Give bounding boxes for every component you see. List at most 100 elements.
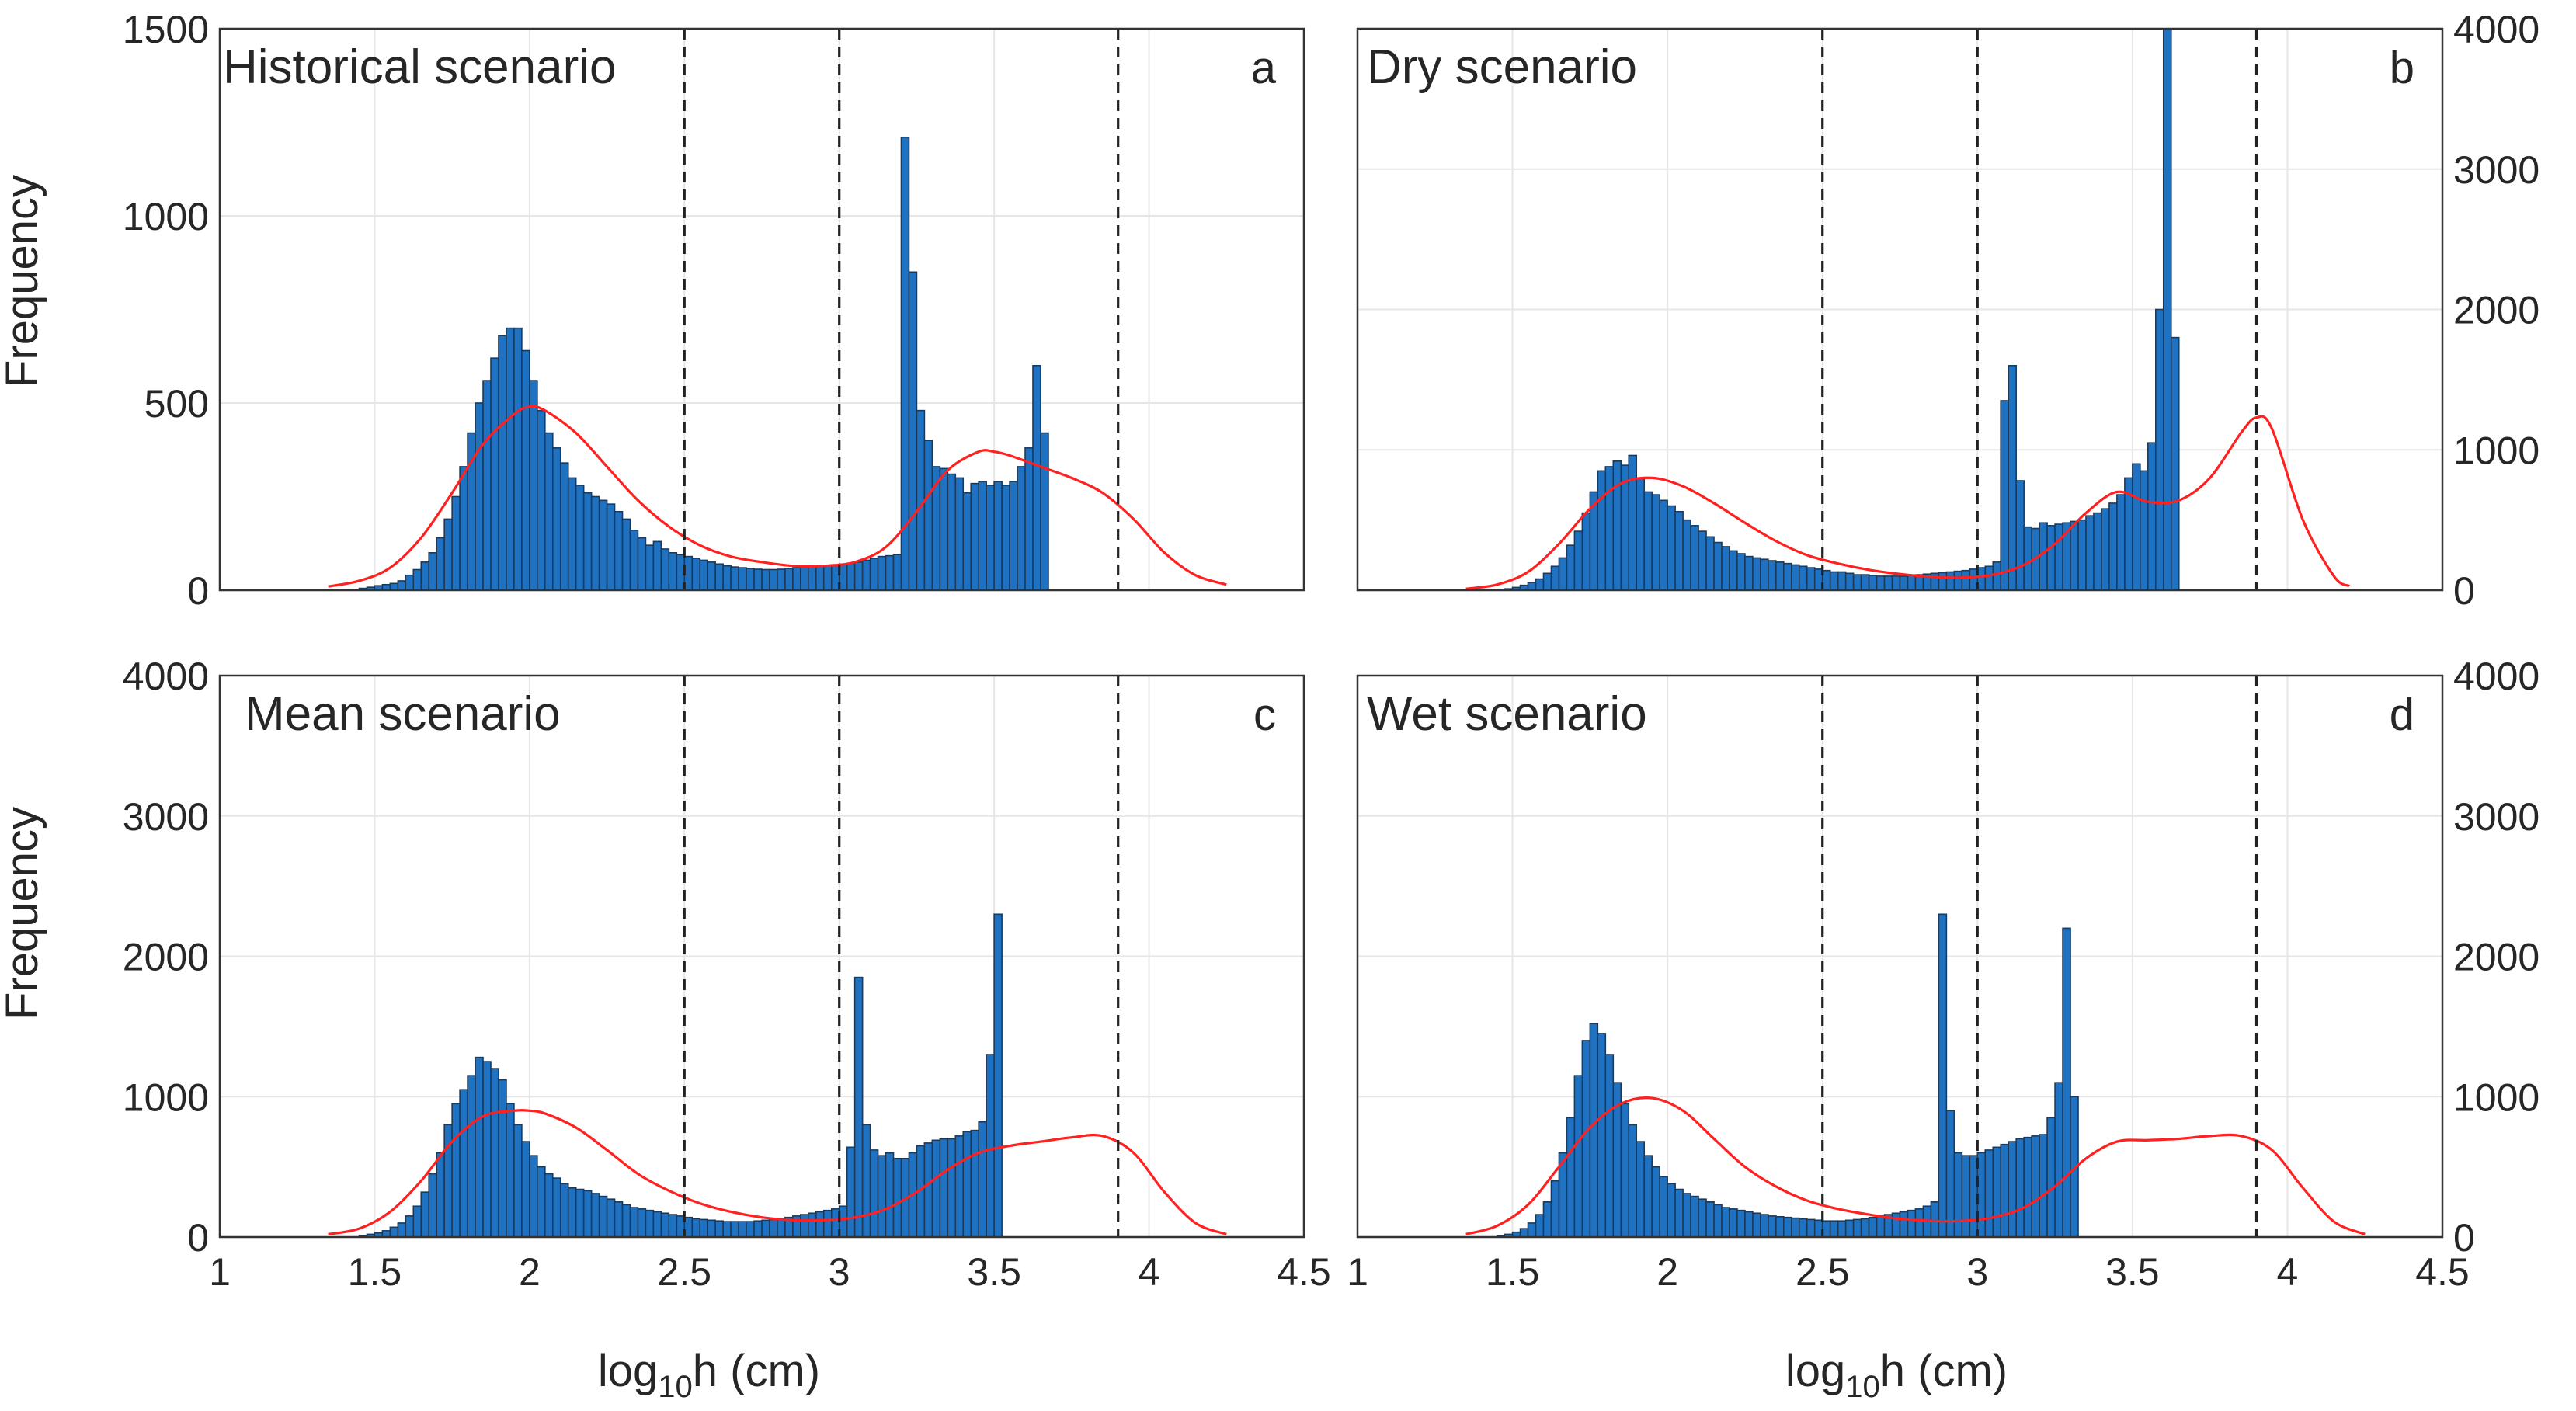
histogram-bar (1674, 510, 1684, 590)
histogram-bar (1868, 575, 1878, 590)
histogram-bar (769, 1218, 778, 1237)
histogram-bar (2093, 512, 2102, 590)
histogram-bar (2015, 1138, 2025, 1237)
histogram-bar (420, 1191, 430, 1237)
x-tick-label: 4.5 (1277, 1250, 1331, 1294)
histogram-bar (908, 271, 918, 590)
histogram-bar (606, 503, 616, 590)
histogram-bar (590, 1193, 600, 1237)
panel-letter: a (1251, 43, 1277, 93)
histogram-bar (1705, 536, 1715, 590)
histogram-bar (482, 380, 492, 590)
histogram-bar (1024, 447, 1034, 590)
y-tick-label: 1500 (123, 8, 209, 51)
histogram-bar (738, 1221, 747, 1237)
histogram-bar (808, 565, 817, 590)
panel-title: Wet scenario (1367, 687, 1647, 741)
x-tick-label: 3 (1966, 1250, 1988, 1294)
histogram-bar (551, 447, 561, 590)
histogram-bar (521, 1141, 530, 1237)
histogram-bar (506, 327, 515, 590)
histogram-bar (1860, 574, 1870, 590)
histogram-bar (1643, 1155, 1653, 1237)
ylabel-top: Frequency (0, 175, 47, 388)
histogram-bar (1829, 1220, 1839, 1237)
y-tick-label: 4000 (2453, 655, 2539, 698)
histogram-bar (885, 554, 895, 590)
histogram-bar (869, 1149, 879, 1237)
histogram-bar (668, 1214, 678, 1237)
histogram-bar (1729, 1208, 1738, 1237)
histogram-bar (397, 580, 407, 590)
histogram-bar (1643, 491, 1653, 590)
histogram-bar (490, 1068, 499, 1237)
histogram-bar (738, 567, 747, 590)
x-tick-label: 2.5 (658, 1250, 712, 1294)
histogram-bar (1001, 485, 1010, 590)
histogram-bar (1953, 1152, 1963, 1237)
histogram-bar (1628, 454, 1638, 590)
histogram-bar (498, 335, 507, 590)
histogram-bar (815, 565, 825, 590)
histogram-bar (1705, 1201, 1715, 1237)
histogram-bar (490, 357, 499, 590)
histogram-bar (645, 544, 655, 590)
histogram-bar (800, 566, 809, 590)
kde-curve (328, 405, 1227, 588)
histogram-bar (691, 1218, 701, 1237)
y-tick-label: 500 (144, 382, 209, 426)
histogram-bar (521, 349, 530, 590)
histogram-bar (1636, 1141, 1646, 1237)
histogram-bar (1791, 564, 1800, 590)
histogram-bar (1667, 505, 1676, 590)
histogram-bar (714, 1220, 724, 1237)
histogram-bar (691, 558, 701, 590)
histogram-bars (1496, 29, 2180, 590)
histogram-bars (358, 913, 1003, 1237)
histogram-bar (621, 1204, 631, 1237)
histogram-bar (1768, 1215, 1777, 1237)
kde-curve (328, 1109, 1227, 1235)
histogram-bar (1768, 560, 1777, 590)
histogram-bar (1651, 1166, 1660, 1237)
histogram-bar (614, 510, 624, 590)
histogram-bar (637, 1208, 647, 1237)
histogram-bar (2008, 1141, 2017, 1237)
histogram-bar (1891, 1212, 1901, 1237)
histogram-bar (614, 1201, 624, 1237)
histogram-bar (993, 481, 1003, 590)
histogram-bar (559, 462, 569, 590)
histogram-bar (1783, 562, 1792, 590)
histogram-bar (986, 485, 995, 590)
histogram-bar (1736, 553, 1746, 590)
histogram-bar (436, 537, 445, 590)
histogram-bar (1945, 571, 1955, 590)
y-tick-label: 4000 (2453, 8, 2539, 51)
histogram-bar (559, 1183, 569, 1237)
histogram-bar (722, 565, 732, 590)
histogram-bar (2000, 1143, 2010, 1237)
y-tick-label: 4000 (123, 655, 209, 698)
histogram-bar (529, 1155, 538, 1237)
histogram-bar (1907, 575, 1917, 590)
histogram-bar (707, 561, 716, 590)
panel-title: Historical scenario (223, 40, 617, 94)
x-tick-label: 1.5 (348, 1250, 402, 1294)
histogram-bar (1729, 550, 1738, 590)
histogram-bar (1550, 1180, 1560, 1237)
histogram-bar (629, 1207, 639, 1237)
histogram-bar (2000, 400, 2010, 590)
histogram-bar (1682, 519, 1691, 590)
histogram-bar (2046, 525, 2056, 590)
histogram-bar (1721, 546, 1730, 590)
histogram-bar (389, 1226, 399, 1237)
histogram-bar (567, 1187, 577, 1237)
histogram-bar (2170, 336, 2180, 590)
histogram-bar (2101, 508, 2110, 590)
histogram-bar (1992, 561, 2002, 590)
histogram-bar (1628, 1124, 1638, 1237)
histogram-bar (1744, 1211, 1754, 1237)
histogram-bar (420, 561, 430, 590)
histogram-bar (451, 495, 461, 590)
